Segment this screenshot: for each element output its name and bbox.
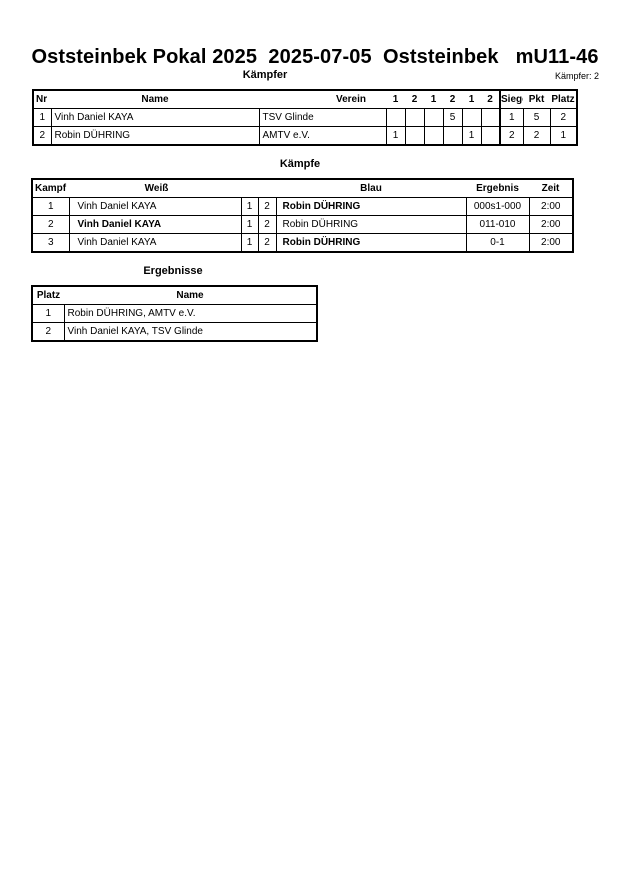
fighters-table: Nr Name Verein 1 2 1 2 1 2 Siege Pkt Pla… xyxy=(32,89,578,146)
col-zeit: Zeit xyxy=(529,179,573,198)
cell-ergebnis: 0-1 xyxy=(465,233,530,253)
cell-name: Robin DÜHRING, AMTV e.V. xyxy=(63,304,318,323)
col-ergebnis: Ergebnis xyxy=(466,179,529,198)
results-table: Platz Name 1 Robin DÜHRING, AMTV e.V. 2 Vin… xyxy=(31,285,318,342)
cell-r6 xyxy=(480,126,501,146)
cell-r6 xyxy=(480,108,501,127)
cell-score-b: 2 xyxy=(257,233,277,253)
cell-blue-fighter: Robin DÜHRING xyxy=(275,197,467,216)
col-blau: Blau xyxy=(276,179,466,198)
col-pkt: Pkt xyxy=(523,90,550,109)
cell-r2 xyxy=(404,126,425,146)
fights-header-row: Kampf Weiß Blau Ergebnis Zeit xyxy=(32,179,573,198)
col-weiss: Weiß xyxy=(69,179,241,198)
fight-row: 3 Vinh Daniel KAYA 1 2 Robin DÜHRING 0-1 2:00 xyxy=(31,233,574,253)
cell-kampf: 3 xyxy=(31,233,70,253)
col-r6: 2 xyxy=(481,90,500,109)
page-title: Oststeinbek Pokal 2025 2025-07-05 Ostste… xyxy=(31,46,599,68)
cell-ergebnis: 011-010 xyxy=(465,215,530,234)
result-row: 2 Vinh Daniel KAYA, TSV Glinde xyxy=(31,322,318,342)
cell-r4 xyxy=(442,126,463,146)
cell-kampf: 2 xyxy=(31,215,70,234)
cell-score-a: 1 xyxy=(240,233,259,253)
cell-zeit: 2:00 xyxy=(528,233,574,253)
cell-platz: 2 xyxy=(549,108,578,127)
col-kampf: Kampf xyxy=(32,179,69,198)
cell-platz: 1 xyxy=(549,126,578,146)
col-r5: 1 xyxy=(462,90,481,109)
cell-name: Robin DÜHRING xyxy=(50,126,260,146)
cell-score-a: 1 xyxy=(240,197,259,216)
cell-platz: 1 xyxy=(31,304,65,323)
cell-ergebnis: 000s1-000 xyxy=(465,197,530,216)
fighter-count: Kämpfer: 2 xyxy=(554,71,599,81)
fights-table: Kampf Weiß Blau Ergebnis Zeit 1 Vinh Dani… xyxy=(31,178,574,253)
col-platz: Platz xyxy=(550,90,577,109)
cell-verein: AMTV e.V. xyxy=(258,126,387,146)
cell-score-b: 2 xyxy=(257,197,277,216)
cell-platz: 2 xyxy=(31,322,65,342)
col-name: Name xyxy=(64,286,317,305)
cell-r5: 1 xyxy=(461,126,482,146)
cell-blue-fighter: Robin DÜHRING xyxy=(275,233,467,253)
cell-score-a: 1 xyxy=(240,215,259,234)
result-row: 1 Robin DÜHRING, AMTV e.V. xyxy=(31,304,318,323)
col-platz: Platz xyxy=(32,286,64,305)
cell-blue-fighter: Robin DÜHRING xyxy=(275,215,467,234)
cell-white-fighter: Vinh Daniel KAYA xyxy=(68,215,242,234)
fighter-row: 2 Robin DÜHRING AMTV e.V. 1 1 2 2 1 xyxy=(32,126,578,146)
col-r1: 1 xyxy=(386,90,405,109)
cell-white-fighter: Vinh Daniel KAYA xyxy=(68,233,242,253)
cell-siege: 1 xyxy=(499,108,524,127)
cell-r1 xyxy=(385,108,406,127)
fight-row: 1 Vinh Daniel KAYA 1 2 Robin DÜHRING 000s1-00… xyxy=(31,197,574,216)
cell-name: Vinh Daniel KAYA, TSV Glinde xyxy=(63,322,318,342)
fighters-heading: Kämpfer xyxy=(242,69,288,81)
fights-heading: Kämpfe xyxy=(279,158,321,170)
cell-r1: 1 xyxy=(385,126,406,146)
cell-kampf: 1 xyxy=(31,197,70,216)
cell-score-b: 2 xyxy=(257,215,277,234)
col-nr: Nr xyxy=(33,90,51,109)
col-score-a xyxy=(241,179,258,198)
cell-r2 xyxy=(404,108,425,127)
results-heading: Ergebnisse xyxy=(143,265,203,277)
cell-name: Vinh Daniel KAYA xyxy=(50,108,260,127)
cell-r3 xyxy=(423,108,444,127)
cell-r4: 5 xyxy=(442,108,463,127)
col-r4: 2 xyxy=(443,90,462,109)
fight-row: 2 Vinh Daniel KAYA 1 2 Robin DÜHRING 011-010 2… xyxy=(31,215,574,234)
col-score-b xyxy=(258,179,276,198)
col-verein: Verein xyxy=(259,90,386,109)
col-siege: Siege xyxy=(499,90,523,109)
cell-white-fighter: Vinh Daniel KAYA xyxy=(68,197,242,216)
fighter-row: 1 Vinh Daniel KAYA TSV Glinde 5 1 5 2 xyxy=(32,108,578,127)
cell-pkt: 5 xyxy=(522,108,551,127)
cell-pkt: 2 xyxy=(522,126,551,146)
cell-siege: 2 xyxy=(499,126,524,146)
fighters-header-row: Nr Name Verein 1 2 1 2 1 2 Siege Pkt Pla… xyxy=(33,90,577,109)
cell-verein: TSV Glinde xyxy=(258,108,387,127)
col-name: Name xyxy=(51,90,259,109)
cell-nr: 1 xyxy=(32,108,52,127)
results-header-row: Platz Name xyxy=(32,286,317,305)
cell-nr: 2 xyxy=(32,126,52,146)
cell-zeit: 2:00 xyxy=(528,197,574,216)
cell-zeit: 2:00 xyxy=(528,215,574,234)
col-r3: 1 xyxy=(424,90,443,109)
col-r2: 2 xyxy=(405,90,424,109)
cell-r5 xyxy=(461,108,482,127)
cell-r3 xyxy=(423,126,444,146)
